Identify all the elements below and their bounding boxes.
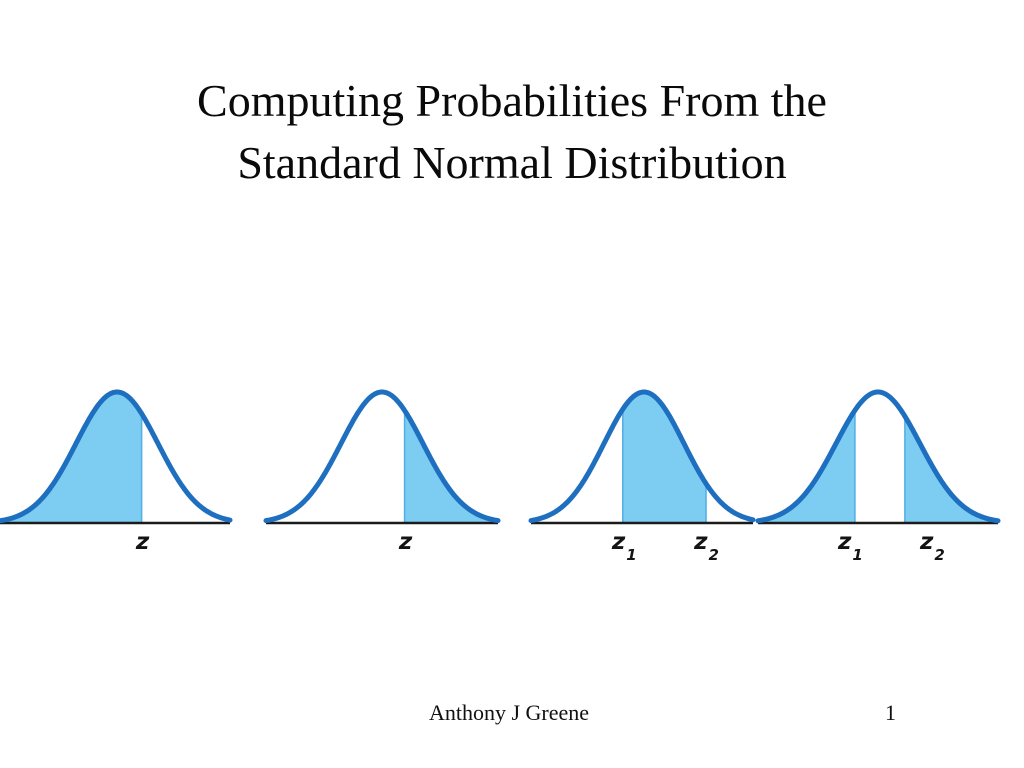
page-number: 1: [885, 700, 896, 725]
normal-curve-outline: [528, 389, 756, 524]
slide-title: Computing Probabilities From the Standar…: [0, 70, 1024, 194]
z-axis-labels: z: [0, 528, 230, 564]
figures-row: z z z1 z2 z1 z2: [0, 378, 1024, 578]
shaded-probability-region: [758, 410, 855, 523]
normal-curve-outline: [263, 389, 501, 524]
z-label: z2: [919, 529, 945, 564]
z-label: z2: [694, 529, 719, 564]
z-label: z1: [837, 529, 863, 564]
title-line-1: Computing Probabilities From the: [197, 75, 827, 126]
normal-curve-figure-left-tail-shaded: z: [0, 378, 233, 554]
normal-curve-figure-middle-shaded: z1 z2: [528, 378, 756, 562]
z-axis-labels: z: [266, 528, 498, 564]
normal-curve-svg: [528, 389, 756, 525]
normal-curve-outline: [755, 389, 1001, 524]
title-line-2: Standard Normal Distribution: [237, 137, 787, 188]
normal-curve-svg: [755, 389, 1001, 525]
normal-curve-svg: [0, 389, 233, 525]
z-axis-labels: z1 z2: [758, 528, 998, 564]
normal-curve-svg: [263, 389, 501, 525]
z-axis-labels: z1 z2: [531, 528, 753, 564]
normal-curve-figure-both-tails-shaded: z1 z2: [755, 378, 1001, 562]
slide-footer: Anthony J Greene 1: [0, 700, 1024, 740]
normal-curve-figure-right-tail-shaded: z: [263, 378, 501, 554]
z-label: z1: [611, 529, 637, 564]
shaded-probability-region: [904, 416, 998, 523]
z-label: z: [135, 529, 150, 555]
normal-curve-outline: [0, 389, 233, 524]
shaded-probability-region: [622, 392, 706, 523]
shaded-probability-region: [404, 409, 498, 523]
z-label: z: [398, 529, 413, 555]
footer-author: Anthony J Greene: [428, 700, 590, 725]
